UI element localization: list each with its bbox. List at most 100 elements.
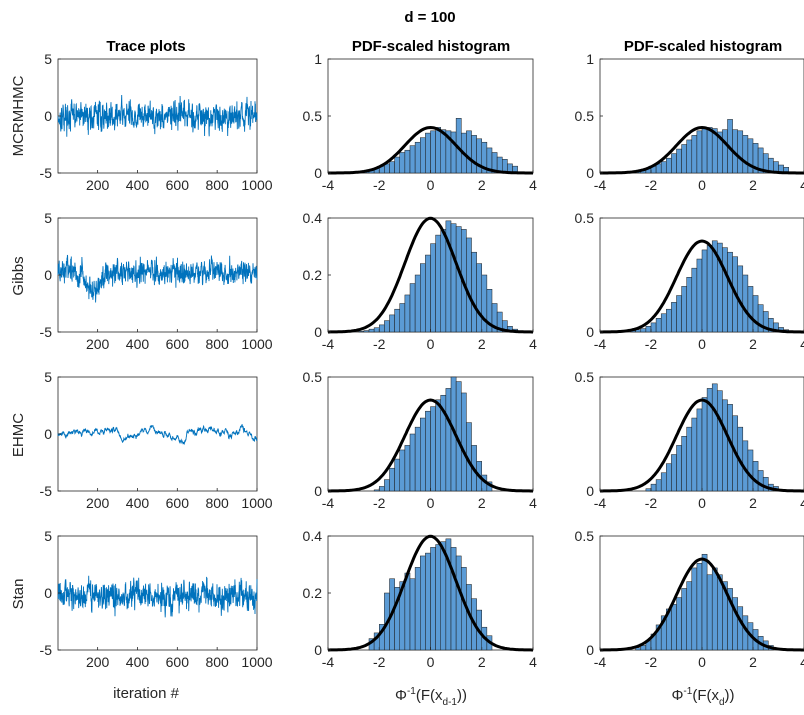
x-tick-label: -2 [645, 177, 658, 193]
x-tick-label: 2 [749, 654, 757, 670]
histogram-bar [711, 383, 718, 492]
histogram-bar [676, 148, 682, 174]
histogram-bar [722, 129, 728, 174]
histogram-bar [476, 263, 482, 333]
x-tick-label: -2 [373, 495, 386, 511]
x-tick-label: 2 [478, 177, 486, 193]
x-tick-label: 0 [698, 177, 706, 193]
histogram-bar [466, 130, 472, 174]
x-tick-label: 600 [166, 177, 190, 193]
histogram-bar [696, 130, 703, 174]
histogram-bar [701, 553, 708, 651]
x-tick-label: 2 [478, 495, 486, 511]
x-tick-label: 1000 [241, 495, 272, 511]
x-tick-label: 0 [698, 336, 706, 352]
y-tick-label: 0.5 [303, 108, 323, 124]
histogram-bar [660, 161, 667, 174]
histogram-bar [722, 247, 728, 333]
histogram-bar [409, 578, 416, 651]
histogram-bar [384, 479, 390, 492]
normal-pdf-curve [328, 216, 533, 334]
x-tick-label: -2 [645, 336, 658, 352]
histogram-bar [363, 330, 370, 333]
y-tick-label: 5 [44, 210, 52, 226]
x-tick-label: 4 [529, 654, 537, 670]
x-tick-label: 800 [205, 177, 229, 193]
histogram-bar [481, 274, 488, 333]
histogram-bar [389, 161, 395, 174]
panel-stan-2: -4 -2 0 2 4 0 0.5 [575, 528, 804, 670]
normal-pdf-curve [600, 125, 804, 175]
x-tick-label: -4 [322, 177, 335, 193]
histogram-bar [430, 406, 436, 492]
y-tick-label: 0 [314, 642, 322, 658]
histogram-bar [727, 251, 733, 333]
trace-line [57, 575, 258, 618]
histogram-bar [399, 152, 406, 174]
histogram-bar [681, 588, 687, 651]
x-tick-label: 0 [427, 495, 435, 511]
histogram-bar [471, 135, 477, 174]
histogram-bar [440, 541, 447, 651]
histogram-bar [752, 295, 759, 333]
histogram-bar [373, 327, 380, 333]
histogram-bar [404, 294, 411, 333]
panel-gibbs-2: -4 -2 0 2 4 0 0.5 [575, 210, 804, 352]
figure-title: d = 100 [404, 9, 455, 26]
histogram-bar [691, 417, 698, 492]
histogram-bar [717, 574, 723, 651]
histogram-bar [742, 274, 749, 333]
x-tick-label: 600 [166, 654, 190, 670]
histogram-bar [691, 267, 698, 333]
histogram-bar [420, 555, 426, 651]
x-tick-label: 400 [126, 336, 150, 352]
histogram-bar [409, 433, 416, 492]
histogram-bar [717, 390, 723, 492]
x-tick-label: 4 [800, 336, 804, 352]
xlabel-phi-x-d-minus-1: Φ-1(F(xd-1)) [395, 686, 467, 708]
histogram-bar [461, 392, 467, 492]
y-tick-label: -5 [40, 642, 53, 658]
histogram-bar [691, 567, 698, 651]
normal-pdf-curve [328, 534, 533, 652]
x-tick-label: 0 [698, 654, 706, 670]
normal-pdf-curve [600, 557, 804, 652]
y-tick-label: 1 [586, 51, 594, 67]
histogram-bar [394, 458, 400, 492]
histogram-bar [471, 251, 477, 333]
y-tick-label: 0 [586, 642, 594, 658]
y-tick-label: 0.5 [303, 369, 323, 385]
histogram-bar [409, 145, 416, 174]
histogram-bar [681, 144, 687, 174]
histogram-bar [737, 130, 744, 174]
y-tick-label: 0 [44, 426, 52, 442]
x-tick-label: -4 [322, 654, 335, 670]
normal-pdf-curve [600, 239, 804, 334]
trace-line [57, 254, 258, 303]
x-tick-label: 4 [529, 495, 537, 511]
y-tick-label: 0.5 [575, 369, 595, 385]
histogram-bar [655, 318, 662, 333]
x-tick-label: 1000 [241, 177, 272, 193]
histogram-bar [445, 388, 452, 492]
column-title-hist-1: PDF-scaled histogram [352, 38, 510, 55]
histogram-bar [671, 302, 677, 333]
histogram-bar [691, 135, 698, 174]
y-tick-label: 0.4 [303, 210, 323, 226]
histogram-bar [696, 563, 703, 651]
panel-stan-0: 200 400 600 800 1000 -5 0 5 [40, 528, 273, 670]
x-tick-label: 0 [427, 654, 435, 670]
x-tick-label: -4 [594, 495, 607, 511]
y-tick-label: 0 [44, 585, 52, 601]
panel-ehmc-0: 200 400 600 800 1000 -5 0 5 [40, 369, 273, 511]
y-tick-label: 1 [314, 51, 322, 67]
histogram-bar [650, 483, 657, 492]
y-tick-label: -5 [40, 483, 53, 499]
histogram-bar [706, 127, 713, 174]
histogram-bar [404, 445, 411, 492]
x-tick-label: 4 [529, 177, 537, 193]
histogram-bar [686, 277, 693, 333]
histogram-bar [666, 308, 672, 333]
x-tick-label: 600 [166, 336, 190, 352]
